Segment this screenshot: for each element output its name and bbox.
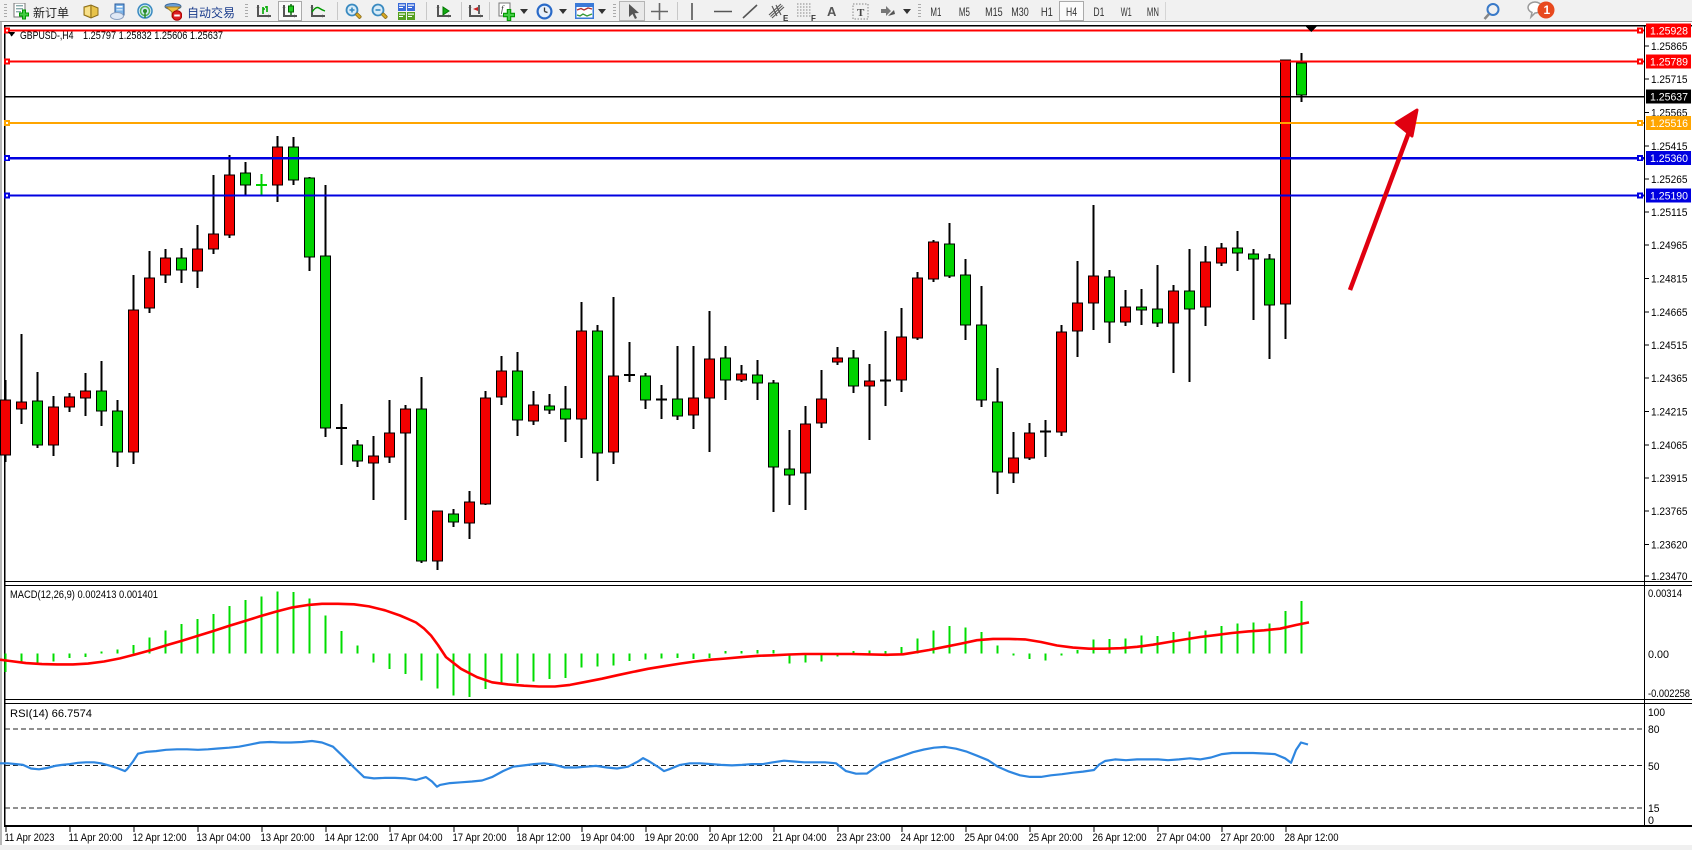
svg-text:27 Apr 20:00: 27 Apr 20:00 [1221, 832, 1275, 844]
svg-text:1.25265: 1.25265 [1651, 174, 1688, 186]
svg-text:1.24815: 1.24815 [1651, 274, 1688, 286]
svg-text:F: F [811, 14, 816, 22]
svg-text:1.24965: 1.24965 [1651, 240, 1688, 252]
svg-text:0: 0 [1648, 815, 1654, 827]
svg-text:12 Apr 12:00: 12 Apr 12:00 [133, 832, 187, 844]
svg-text:1.23470: 1.23470 [1651, 571, 1688, 583]
svg-text:GBPUSD-,H4: GBPUSD-,H4 [20, 30, 74, 42]
svg-text:E: E [783, 14, 789, 22]
svg-text:M5: M5 [959, 5, 970, 19]
svg-text:100: 100 [1648, 707, 1665, 719]
svg-text:1.25516: 1.25516 [1650, 118, 1688, 130]
svg-text:1.23765: 1.23765 [1651, 506, 1688, 518]
svg-text:M15: M15 [985, 5, 1003, 19]
svg-text:1.25715: 1.25715 [1651, 74, 1688, 86]
svg-text:26 Apr 12:00: 26 Apr 12:00 [1093, 832, 1147, 844]
svg-text:17 Apr 04:00: 17 Apr 04:00 [389, 832, 443, 844]
svg-text:f: f [501, 4, 505, 14]
svg-text:80: 80 [1648, 724, 1660, 736]
svg-text:H1: H1 [1041, 5, 1053, 19]
svg-text:1.25797 1.25832 1.25606 1.2563: 1.25797 1.25832 1.25606 1.25637 [83, 30, 223, 42]
svg-text:1.25789: 1.25789 [1650, 57, 1688, 69]
svg-text:1.24215: 1.24215 [1651, 407, 1688, 419]
svg-text:0.00314: 0.00314 [1648, 588, 1682, 600]
svg-text:19 Apr 04:00: 19 Apr 04:00 [581, 832, 635, 844]
svg-text:T: T [857, 7, 865, 19]
svg-text:1.24515: 1.24515 [1651, 340, 1688, 352]
svg-text:W1: W1 [1121, 5, 1132, 19]
svg-text:27 Apr 04:00: 27 Apr 04:00 [1157, 832, 1211, 844]
svg-text:19 Apr 20:00: 19 Apr 20:00 [645, 832, 699, 844]
svg-text:H4: H4 [1066, 5, 1077, 19]
svg-text:D1: D1 [1093, 5, 1104, 19]
svg-text:23 Apr 23:00: 23 Apr 23:00 [837, 832, 891, 844]
svg-text:1.25415: 1.25415 [1651, 141, 1688, 153]
svg-text:14 Apr 12:00: 14 Apr 12:00 [325, 832, 379, 844]
svg-text:M30: M30 [1011, 5, 1029, 19]
svg-text:11 Apr 20:00: 11 Apr 20:00 [69, 832, 123, 844]
svg-text:28 Apr 12:00: 28 Apr 12:00 [1285, 832, 1339, 844]
svg-text:RSI(14) 66.7574: RSI(14) 66.7574 [10, 708, 92, 720]
svg-text:1.25928: 1.25928 [1650, 26, 1688, 38]
svg-text:25 Apr 04:00: 25 Apr 04:00 [965, 832, 1019, 844]
svg-text:1.23915: 1.23915 [1651, 473, 1688, 485]
svg-text:1: 1 [1544, 3, 1551, 17]
svg-text:1.24365: 1.24365 [1651, 373, 1688, 385]
svg-text:15: 15 [1648, 803, 1660, 815]
svg-text:MACD(12,26,9) 0.002413 0.00140: MACD(12,26,9) 0.002413 0.001401 [10, 589, 158, 601]
svg-text:-0.002258: -0.002258 [1648, 688, 1690, 700]
svg-text:21 Apr 04:00: 21 Apr 04:00 [773, 832, 827, 844]
svg-text:1.25637: 1.25637 [1650, 92, 1688, 104]
svg-text:M1: M1 [930, 5, 941, 19]
svg-text:13 Apr 04:00: 13 Apr 04:00 [197, 832, 251, 844]
svg-text:25 Apr 20:00: 25 Apr 20:00 [1029, 832, 1083, 844]
svg-text:1.25190: 1.25190 [1650, 191, 1688, 203]
svg-text:1.24065: 1.24065 [1651, 440, 1688, 452]
svg-text:0.00: 0.00 [1648, 649, 1669, 661]
svg-text:1.25360: 1.25360 [1650, 153, 1688, 165]
svg-text:1.23620: 1.23620 [1651, 540, 1688, 552]
svg-text:1.25865: 1.25865 [1651, 41, 1688, 53]
svg-text:24 Apr 12:00: 24 Apr 12:00 [901, 832, 955, 844]
svg-text:1.24665: 1.24665 [1651, 307, 1688, 319]
svg-text:20 Apr 12:00: 20 Apr 12:00 [709, 832, 763, 844]
svg-text:17 Apr 20:00: 17 Apr 20:00 [453, 832, 507, 844]
svg-text:13 Apr 20:00: 13 Apr 20:00 [261, 832, 315, 844]
svg-text:1.25115: 1.25115 [1651, 207, 1688, 219]
svg-text:18 Apr 12:00: 18 Apr 12:00 [517, 832, 571, 844]
svg-text:50: 50 [1648, 761, 1660, 773]
svg-text:MN: MN [1147, 5, 1159, 19]
svg-text:11 Apr 2023: 11 Apr 2023 [5, 832, 55, 844]
